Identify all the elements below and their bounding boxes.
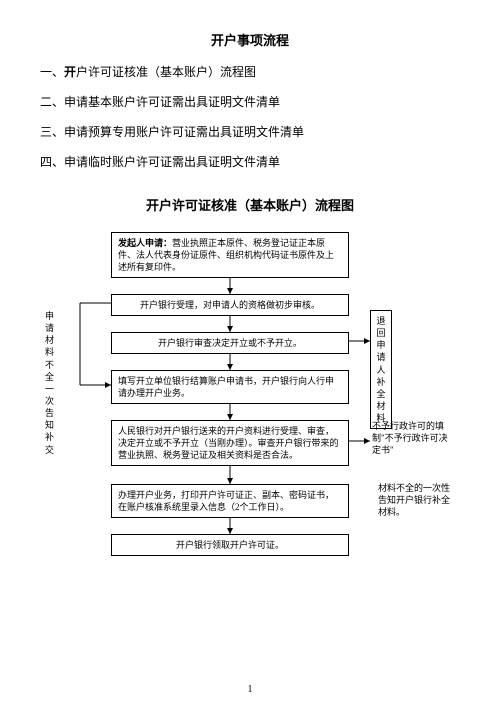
toc-item-1: 一、开户许可证核准（基本账户）流程图 [40,63,460,81]
flow-node-4: 填写开立单位银行结算账户申请书，开户银行向人行申请办理开户业务。 [111,370,349,404]
toc-list: 一、开户许可证核准（基本账户）流程图 二、申请基本账户许可证需出具证明文件清单 … [40,63,460,171]
left-note: 申请材料不全一次告知补交 [45,310,59,456]
flow-node-3: 开户银行审查决定开立或不予开立。 [111,332,349,354]
sub-title: 开户许可证核准（基本账户）流程图 [40,195,460,214]
main-title: 开户事项流程 [40,30,460,49]
right-note-2: 不予行政许可的填制"不予行政许可决定书" [372,420,452,456]
right-note-3: 材料不全的一次性告知开户银行补全材料。 [378,482,452,518]
page-number: 1 [0,684,500,695]
right-note-1: 退回申请人补全材料 [370,310,392,429]
toc-item-3: 三、申请预算专用账户许可证需出具证明文件清单 [40,123,460,141]
flow-node-1: 发起人申请：营业执照正本原件、税务登记证正本原件、法人代表身份证原件、组织机构代… [111,232,349,278]
toc-item-4: 四、申请临时账户许可证需出具证明文件清单 [40,153,460,171]
flow-node-5: 人民银行对开户银行送来的开户资料进行受理、审查，决定开立或不予开立（当刚办理）。… [111,420,349,466]
toc-item-2: 二、申请基本账户许可证需出具证明文件清单 [40,93,460,111]
flow-node-6: 办理开户业务，打印开户许可证正、副本、密码证书，在账户核准系统里录入信息（2个工… [111,484,349,518]
flow-node-2: 开户银行受理，对申请人的资格做初步审核。 [111,294,349,316]
flow-node-7: 开户银行领取开户许可证。 [111,534,349,556]
flowchart: 发起人申请：营业执照正本原件、税务登记证正本原件、法人代表身份证原件、组织机构代… [40,232,460,632]
